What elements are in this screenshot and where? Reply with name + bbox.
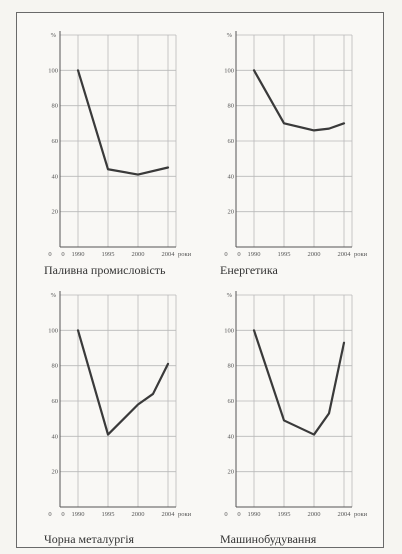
x-tick-label: 2000 <box>132 511 145 518</box>
x-tick-label: 2004 <box>338 251 352 258</box>
y-tick-label: 80 <box>228 103 235 110</box>
y-tick-label: 40 <box>52 173 59 180</box>
y-tick-label: 60 <box>52 138 59 145</box>
x-tick-label: 1995 <box>278 511 291 518</box>
x-tick-label: 2000 <box>132 251 145 258</box>
y-tick-label: 60 <box>228 138 235 145</box>
x-tick-label: 2004 <box>162 251 176 258</box>
chart-panel-4: 20 40 60 80 100% 0 0 1990 1995 2000 2004 роки Машино… <box>220 291 368 546</box>
y-tick-label: 40 <box>228 433 235 440</box>
origin-label: 0 <box>61 511 64 518</box>
chart-title: Чорна металургія <box>44 532 135 546</box>
y-tick-label: 20 <box>228 209 235 216</box>
x-tick-label: 2000 <box>308 251 321 258</box>
x-tick-label: 1995 <box>278 251 291 258</box>
origin-label: 0 <box>48 251 51 258</box>
x-tick-label: 1990 <box>248 511 261 518</box>
y-tick-label: 80 <box>52 103 59 110</box>
y-tick-label: 100 <box>48 327 58 334</box>
y-tick-label: 60 <box>228 398 235 405</box>
x-axis-unit: роки <box>354 251 368 258</box>
series-line <box>76 329 170 436</box>
y-tick-label: 20 <box>52 209 59 216</box>
x-tick-label: 1990 <box>72 511 85 518</box>
y-tick-label: 20 <box>228 469 235 476</box>
x-axis-unit: роки <box>178 511 192 518</box>
x-tick-label: 2000 <box>308 511 321 518</box>
y-tick-label: 60 <box>52 398 59 405</box>
x-tick-label: 1990 <box>248 251 261 258</box>
origin-label: 0 <box>224 511 227 518</box>
y-tick-label: 20 <box>52 469 59 476</box>
x-axis-unit: роки <box>178 251 192 258</box>
y-tick-label: 40 <box>52 433 59 440</box>
origin-label: 0 <box>237 251 240 258</box>
y-tick-label: 100 <box>224 327 234 334</box>
chart-panel-3: 20 40 60 80 100% 0 0 1990 1995 2000 2004 роки Чорна … <box>44 291 192 546</box>
x-tick-label: 2004 <box>338 511 352 518</box>
chart-title: Машинобудування <box>220 532 317 546</box>
x-tick-label: 2004 <box>162 511 176 518</box>
y-tick-label: 80 <box>228 363 235 370</box>
y-axis-unit: % <box>51 32 57 39</box>
y-tick-label: 80 <box>52 363 59 370</box>
x-tick-label: 1990 <box>72 251 85 258</box>
series-line <box>76 69 170 176</box>
y-axis-unit: % <box>227 292 233 299</box>
series-line <box>252 69 346 132</box>
figure-frame <box>16 12 384 548</box>
chart-title: Енергетика <box>220 263 278 277</box>
origin-label: 0 <box>237 511 240 518</box>
origin-label: 0 <box>48 511 51 518</box>
y-tick-label: 40 <box>228 173 235 180</box>
x-axis-unit: роки <box>354 511 368 518</box>
chart-title: Паливна промисловість <box>44 263 166 277</box>
y-axis-unit: % <box>227 32 233 39</box>
x-tick-label: 1995 <box>102 511 115 518</box>
y-tick-label: 100 <box>48 67 58 74</box>
y-axis-unit: % <box>51 292 57 299</box>
origin-label: 0 <box>224 251 227 258</box>
chart-panel-1: 20 40 60 80 100% 0 0 1990 1995 2000 2004 роки Паливн… <box>44 31 192 277</box>
chart-panel-2: 20 40 60 80 100% 0 0 1990 1995 2000 2004 роки Енерге… <box>220 31 368 277</box>
origin-label: 0 <box>61 251 64 258</box>
y-tick-label: 100 <box>224 67 234 74</box>
x-tick-label: 1995 <box>102 251 115 258</box>
series-line <box>252 329 346 436</box>
